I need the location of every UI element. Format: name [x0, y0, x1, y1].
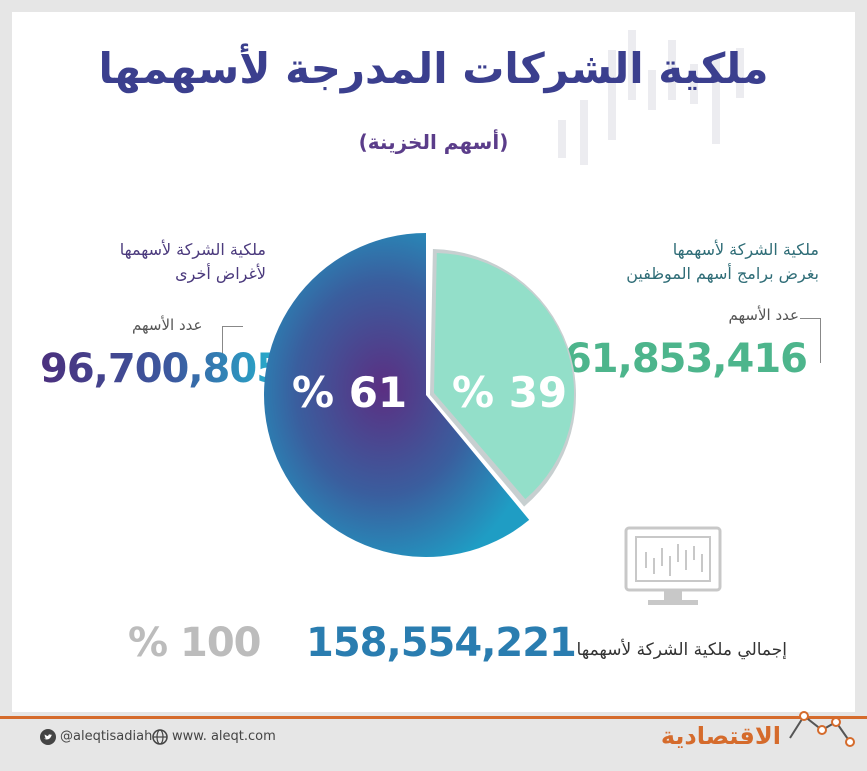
- pie-slice-employee: [434, 253, 574, 500]
- total-count: 158,554,221: [306, 620, 577, 666]
- total-label: إجمالي ملكية الشركة لأسهمها: [576, 640, 787, 660]
- globe-icon: [152, 729, 168, 745]
- employee-count-label: عدد الأسهم: [728, 306, 799, 324]
- other-percent: % 61: [292, 368, 408, 417]
- decor-bar: [558, 120, 566, 158]
- employee-count: 61,853,416: [563, 336, 808, 382]
- employee-label-line2: بغرض برامج أسهم الموظفين: [626, 264, 819, 283]
- logo-wordmark: الاقتصادية: [660, 722, 781, 750]
- decor-bar: [668, 40, 676, 100]
- website-link[interactable]: www. aleqt.com: [172, 729, 276, 744]
- decor-bar: [690, 64, 698, 104]
- decor-bar: [648, 70, 656, 110]
- twitter-handle[interactable]: @aleqtisadiah: [60, 729, 153, 744]
- employee-segment-label: ملكية الشركة لأسهمها بغرض برامج أسهم الم…: [626, 238, 819, 286]
- decor-bar: [736, 48, 744, 98]
- pie-slice-other: [264, 233, 530, 557]
- page-subtitle: (أسهم الخزينة): [358, 130, 509, 154]
- footer: [0, 716, 867, 771]
- other-count-text: 96,700,805: [40, 346, 284, 392]
- twitter-icon[interactable]: [40, 729, 56, 745]
- logo-chart-line-icon: [789, 711, 855, 747]
- decor-bar: [580, 100, 588, 165]
- other-label-line2: لأغراض أخرى: [175, 264, 266, 283]
- other-bracket: [222, 326, 243, 371]
- other-label-line1: ملكية الشركة لأسهمها: [119, 240, 266, 259]
- employee-label-line1: ملكية الشركة لأسهمها: [672, 240, 819, 259]
- other-count-label: عدد الأسهم: [132, 316, 203, 334]
- other-segment-label: ملكية الشركة لأسهمها لأغراض أخرى: [36, 238, 266, 286]
- pie-chart: [264, 233, 576, 557]
- employee-percent: % 39: [452, 368, 568, 417]
- monitor-chart-icon: [624, 526, 722, 605]
- decor-bar: [608, 50, 616, 140]
- decor-bar: [628, 30, 636, 100]
- page-title: ملكية الشركات المدرجة لأسهمها: [98, 44, 769, 93]
- decor-bar: [712, 58, 720, 144]
- total-percent: % 100: [128, 620, 261, 666]
- other-count: 96,700,805: [40, 346, 284, 392]
- employee-bracket: [800, 318, 821, 363]
